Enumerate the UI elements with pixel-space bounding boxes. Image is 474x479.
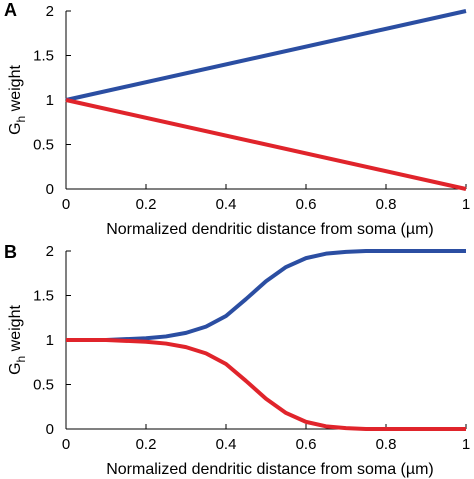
y-axis-label-suffix: weight [7,65,24,116]
y-tick-label: 1.5 [33,48,54,65]
y-tick-label: 1.5 [33,288,54,305]
y-tick-label: 0 [46,181,54,198]
x-tick-label: 0.2 [136,196,157,213]
series-line-1 [66,249,466,342]
y-tick-label: 0.5 [33,137,54,154]
y-axis-label-main: G [7,122,24,134]
panel-b-label: B [4,242,17,262]
x-tick-label: 0.2 [136,436,157,453]
y-axis-label-main: G [7,362,24,374]
x-tick-label: 0.4 [216,196,237,213]
y-axis-label-subscript: h [14,116,28,123]
y-tick-label: 2 [46,243,54,260]
x-tick-label: 1 [462,436,470,453]
y-tick-label: 1 [46,332,54,349]
panel-b: B 0 0.2 0.4 0.6 0.8 1 0 0.5 1 1.5 2 Normalized dend… [4,242,470,478]
x-tick-label: 0 [62,436,70,453]
series-line-2 [66,338,466,431]
panel-a: A 0 0.2 0.4 0.6 0.8 1 0 0.5 1 1.5 2 Normalized dend… [4,0,470,238]
y-axis-label: Gh weight [7,305,28,375]
panel-a-label: A [4,0,17,20]
x-axis-label: Normalized dendritic distance from soma … [106,461,434,478]
panel-b-axes: 0 0.2 0.4 0.6 0.8 1 0 0.5 1 1.5 2 Normalized dendri… [7,243,470,478]
panel-a-axes: 0 0.2 0.4 0.6 0.8 1 0 0.5 1 1.5 2 Normalized dendri… [7,3,470,238]
x-tick-label: 0 [62,196,70,213]
y-axis-label-subscript: h [14,356,28,363]
x-tick-label: 1 [462,196,470,213]
y-axis-label-suffix: weight [7,305,24,356]
series-line-1 [65,9,467,102]
x-tick-label: 0.8 [376,196,397,213]
x-tick-label: 0.6 [296,196,317,213]
series-line-2 [65,98,467,191]
y-axis-label: Gh weight [7,65,28,135]
y-tick-label: 2 [46,3,54,20]
y-tick-label: 0 [46,421,54,438]
x-tick-label: 0.8 [376,436,397,453]
x-tick-label: 0.4 [216,436,237,453]
y-tick-label: 1 [46,92,54,109]
x-axis-label: Normalized dendritic distance from soma … [106,221,434,238]
x-tick-label: 0.6 [296,436,317,453]
y-tick-label: 0.5 [33,377,54,394]
